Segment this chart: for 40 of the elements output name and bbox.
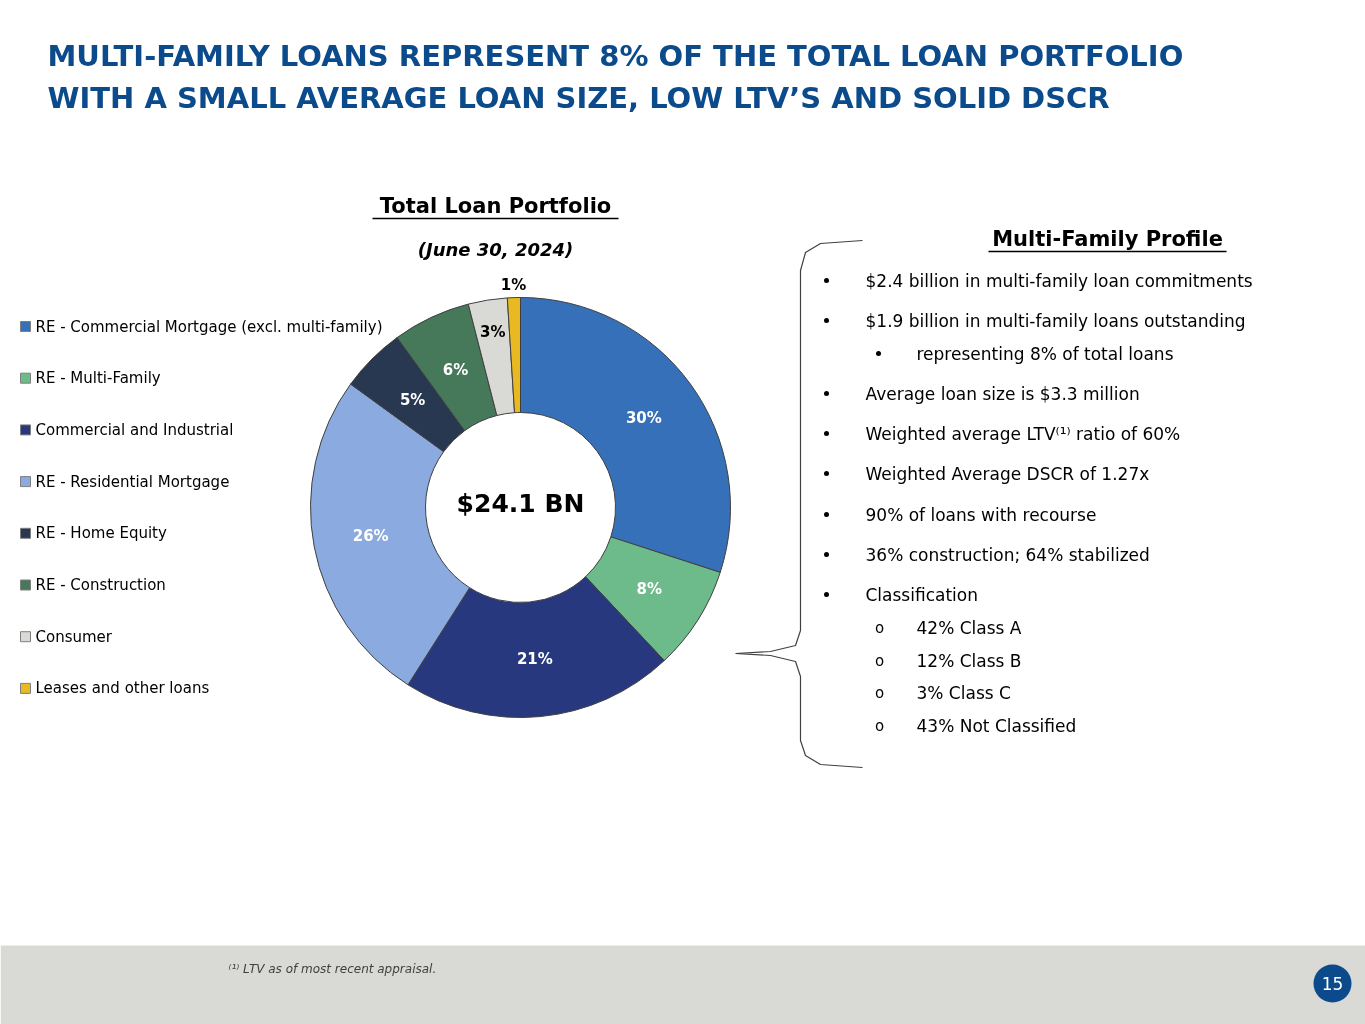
text: (June 30, 2024) — [417, 239, 574, 260]
data-label: 8% — [636, 580, 662, 599]
text: 15 — [1321, 974, 1344, 994]
text: 3% Class C — [916, 682, 1011, 703]
legend-label: Commercial and Industrial — [35, 420, 234, 439]
data-label: 1% — [500, 276, 527, 295]
data-label: 3% — [480, 323, 506, 342]
text: 43% Not Classified — [916, 715, 1077, 736]
legend-label: Leases and other loans — [35, 679, 210, 698]
legend-label: Consumer — [35, 627, 113, 646]
chart-title: MULTI-FAMILY LOANS REPRESENT 8% OF THE TOTAL LOAN PORTFOLIO WITH A SMALL AVERAGE LOAN SIZE, LOW LTV’S AND SOLID DSCR — [47, 38, 1184, 115]
text: 42% Class A — [916, 617, 1022, 638]
text: 12% Class B — [916, 650, 1022, 671]
legend-label: RE - Commercial Mortgage (excl. multi-family) — [35, 317, 383, 336]
legend-label: RE - Residential Mortgage — [35, 472, 230, 491]
chart-subtitle: Total Loan Portfolio — [379, 193, 612, 218]
text: representing 8% of total loans — [916, 343, 1174, 364]
data-label: 6% — [442, 360, 469, 379]
text: Multi-Family Profile — [992, 226, 1223, 251]
text: $1.9 billion in multi-family loans outstanding — [865, 310, 1246, 331]
legend-label: RE - Home Equity — [35, 524, 167, 543]
text: $24.1 BN — [456, 489, 585, 518]
text: Average loan size is $3.3 million — [865, 383, 1140, 404]
data-label: 21% — [516, 650, 553, 669]
text: Weighted average LTV⁽¹⁾ ratio of 60% — [865, 423, 1181, 444]
text: Weighted Average DSCR of 1.27x — [865, 463, 1150, 484]
legend-label: RE - Multi-Family — [35, 369, 161, 388]
text: o — [874, 618, 885, 637]
data-label: 26% — [352, 527, 389, 546]
text: Classification — [865, 584, 978, 605]
text: ⁽¹⁾ LTV as of most recent appraisal. — [228, 961, 437, 976]
legend-label: RE - Construction — [35, 576, 166, 594]
text: o — [874, 651, 885, 670]
data-label: 30% — [625, 408, 662, 427]
text: $2.4 billion in multi-family loan commitments — [865, 270, 1253, 291]
text: o — [874, 683, 885, 702]
text: o — [874, 716, 885, 735]
data-label: 5% — [399, 390, 426, 409]
text: 90% of loans with recourse — [865, 504, 1097, 525]
text: 36% construction; 64% stabilized — [865, 544, 1150, 565]
